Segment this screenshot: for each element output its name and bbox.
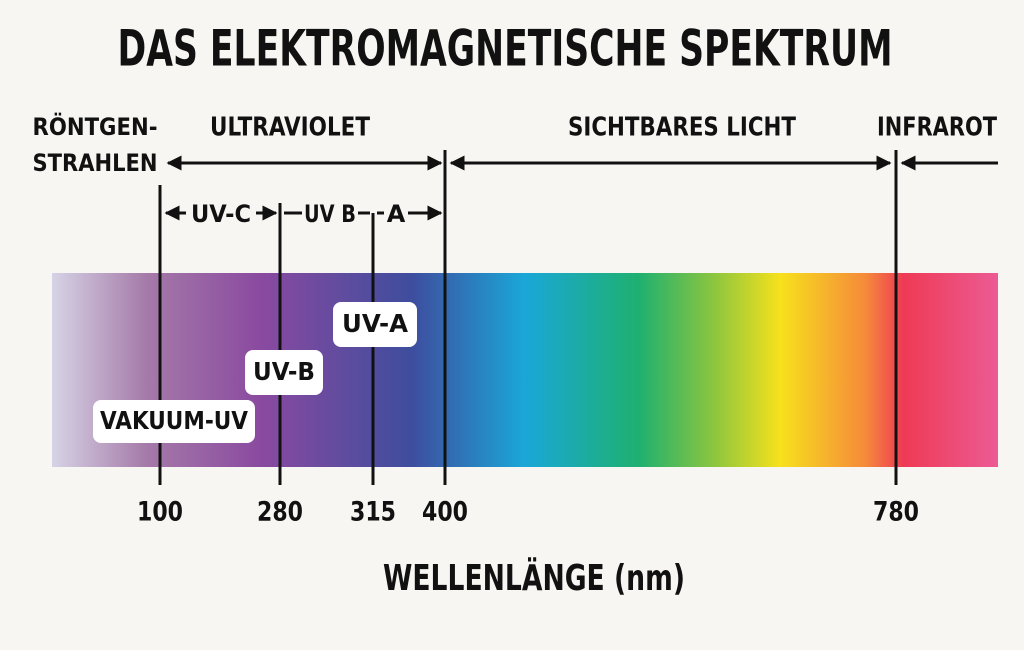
region-label: RÖNTGEN- bbox=[33, 111, 158, 141]
tick-label: 780 bbox=[873, 497, 919, 528]
region-label: STRAHLEN bbox=[33, 149, 158, 177]
sub-band-label: UV B bbox=[304, 200, 356, 228]
sub-band-label: A bbox=[387, 200, 406, 228]
title: DAS ELEKTROMAGNETISCHE SPEKTRUM bbox=[118, 20, 893, 78]
region-label: SICHTBARES LICHT bbox=[568, 113, 796, 143]
axis-label: WELLENLÄNGE (nm) bbox=[383, 557, 685, 599]
label-box bbox=[93, 400, 255, 443]
region-label: INFRAROT bbox=[877, 113, 997, 143]
region-label: ULTRAVIOLET bbox=[210, 113, 370, 143]
band-label: UV-B bbox=[253, 357, 315, 386]
tick-label: 280 bbox=[257, 497, 303, 528]
sub-band-label: UV-C bbox=[191, 200, 251, 228]
tick-label: 315 bbox=[350, 497, 396, 528]
label-box bbox=[333, 302, 417, 347]
band-label: UV-A bbox=[342, 309, 409, 338]
label-box bbox=[245, 350, 323, 395]
tick-label: 100 bbox=[137, 497, 183, 528]
band-label: VAKUUM-UV bbox=[100, 406, 249, 435]
tick-label: 400 bbox=[422, 497, 468, 528]
